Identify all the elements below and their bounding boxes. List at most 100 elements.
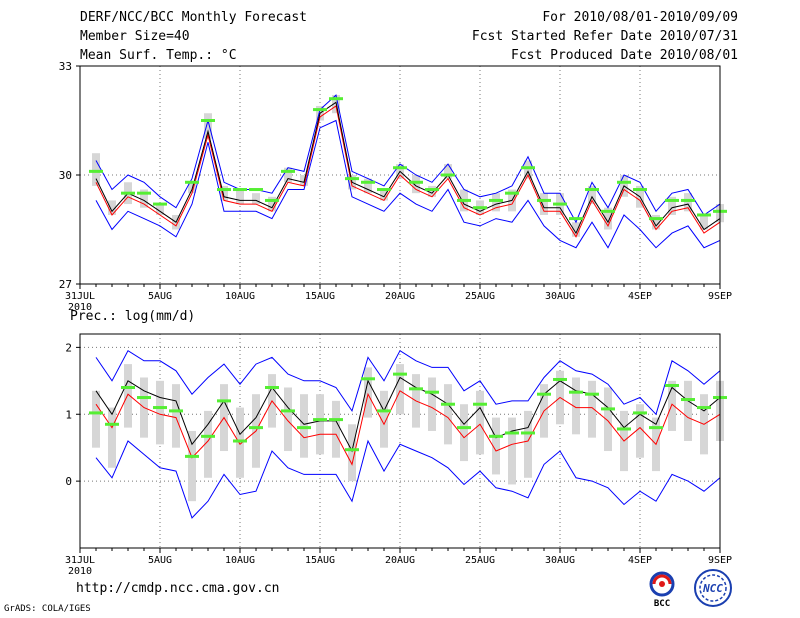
temp-ytick-label: 30 [59,169,72,182]
temp-obs-marker [201,119,215,122]
prec-obs-marker [569,390,583,394]
prec-obs-marker [697,406,711,410]
prec-spread-box [172,384,180,448]
prec-spread-box [604,387,612,452]
prec-xtick-label: 15AUG [305,555,335,566]
prec-spread-box [396,364,404,415]
prec-spread-box [508,417,516,485]
prec-mean-line [95,376,721,453]
temp-obs-marker [569,217,583,221]
bcc-logo-text: BCC [654,599,670,608]
temp-obs-marker [505,191,519,195]
prec-xtick-label: 9SEP [708,555,732,566]
header-left: DERF/NCC/BCC Monthly Forecast Member Siz… [80,10,307,67]
ncc-logo-icon: NCC [694,569,732,607]
temp-spread-box [492,193,500,212]
prec-obs-marker [281,409,295,413]
prec-obs-marker [265,386,279,389]
temp-median-line [95,105,721,238]
prec-obs-marker [201,434,215,438]
header-right: For 2010/08/01-2010/09/09 Fcst Started R… [472,10,738,67]
prec-obs-marker [313,418,327,422]
prec-spread-box [124,364,132,428]
temp-spread-box [700,214,708,230]
temp-obs-marker [345,177,359,181]
temp-obs-marker [393,166,407,170]
temp-spread-box [428,185,436,197]
prec-spread-box [492,417,500,475]
prec-obs-marker [249,426,263,430]
temp-spread-box [252,193,260,205]
prec-obs-marker [329,418,343,422]
prec-obs-marker [233,439,247,443]
prec-spread-box [444,384,452,445]
temp-spread-box [572,222,580,237]
prec-obs-marker [105,422,119,426]
temp-spread-box [444,164,452,179]
temp-xtick-year: 2010 [68,302,92,313]
prec-obs-marker [457,426,471,430]
temp-obs-marker [233,188,247,192]
temp-obs-marker [377,188,391,192]
temp-xtick-label: 10AUG [225,291,255,302]
prec-min-line [95,439,721,519]
temp-xtick-label: 20AUG [385,291,415,302]
temp-obs-marker [537,198,551,202]
temp-obs-marker [217,188,231,192]
temp-obs-marker [473,206,487,210]
temp-obs-marker [633,188,647,192]
temp-mean-line [95,101,721,235]
temp-spread-box [156,204,164,215]
temp-obs-marker [697,213,711,217]
temp-obs-marker [457,198,471,202]
prec-spread-box [636,404,644,458]
temp-spread-box [236,189,244,205]
bcc-logo-icon: BCC [649,571,675,609]
temp-max-line [95,94,721,224]
temp-spread-box [668,196,676,215]
prec-obs-marker [473,402,487,406]
prec-obs-marker [441,402,455,406]
temp-xtick-label: 31JUL [65,291,95,302]
ncc-logo-text: NCC [702,582,723,595]
temp-obs-marker [185,180,199,184]
prec-xtick-label: 30AUG [545,555,575,566]
chart-title: DERF/NCC/BCC Monthly Forecast [80,10,307,25]
prec-ytick-label: 2 [65,341,72,354]
temp-obs-marker [361,180,375,184]
temp-spread-box [380,189,388,201]
prec-spread-box [204,410,212,478]
prec-obs-marker [185,454,199,458]
prec-obs-marker [665,383,679,387]
prec-obs-marker [617,427,631,431]
temp-spread-box [588,185,596,205]
temp-xtick-label: 4SEP [628,291,652,302]
temp-obs-marker [585,188,599,192]
temp-obs-marker [281,169,295,173]
prec-obs-marker [297,426,311,430]
prec-obs-marker [153,406,167,410]
prec-spread-box [316,394,324,455]
source-url[interactable]: http://cmdp.ncc.cma.gov.cn [76,581,280,596]
temp-obs-marker [649,217,663,221]
prec-spread-box [428,377,436,431]
prec-spread-box [300,394,308,458]
temp-min-line [95,119,721,249]
prec-obs-marker [649,426,663,430]
prec-obs-marker [521,431,535,435]
temp-spread-box [652,214,660,230]
temp-ytick-label: 27 [59,278,72,291]
prec-spread-box [108,407,116,468]
ncc-logo: NCC [692,568,734,614]
prec-obs-marker [633,411,647,415]
prec-xtick-label: 5AUG [148,555,172,566]
temp-obs-marker [425,188,439,192]
prec-spread-box [684,380,692,441]
prec-obs-marker [601,407,615,411]
prec-xtick-year: 2010 [68,566,92,577]
prec-spread-box [364,367,372,418]
prec-ytick-label: 1 [65,408,72,421]
prec-obs-marker [505,431,519,435]
forecast-range: For 2010/08/01-2010/09/09 [542,10,738,25]
